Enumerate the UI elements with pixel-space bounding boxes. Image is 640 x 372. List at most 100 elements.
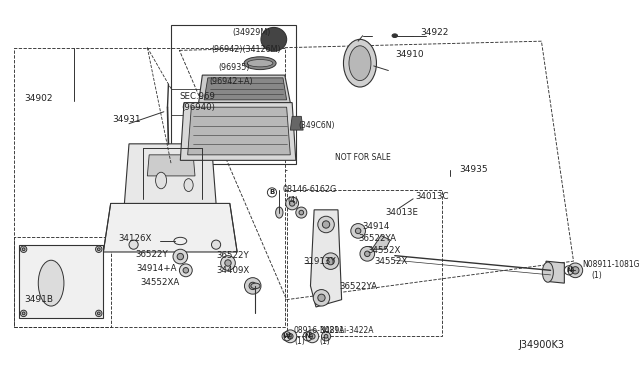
- Circle shape: [310, 334, 315, 339]
- Polygon shape: [310, 210, 342, 307]
- Circle shape: [365, 251, 370, 257]
- Circle shape: [296, 207, 307, 218]
- Circle shape: [355, 228, 361, 234]
- Text: 34902: 34902: [24, 93, 53, 103]
- Text: N: N: [305, 333, 310, 339]
- Circle shape: [568, 263, 582, 278]
- Ellipse shape: [38, 260, 64, 306]
- Circle shape: [299, 210, 303, 215]
- Text: (96942)(34126M): (96942)(34126M): [211, 45, 281, 54]
- Text: 34935: 34935: [459, 165, 488, 174]
- Circle shape: [289, 201, 295, 206]
- Circle shape: [95, 310, 102, 317]
- Text: J34900K3: J34900K3: [518, 340, 564, 350]
- Polygon shape: [103, 203, 237, 252]
- Ellipse shape: [349, 46, 371, 81]
- Circle shape: [97, 312, 100, 315]
- Ellipse shape: [344, 39, 376, 87]
- Circle shape: [324, 334, 328, 338]
- Circle shape: [321, 332, 331, 341]
- Text: (1): (1): [592, 271, 603, 280]
- Text: B: B: [269, 189, 275, 195]
- Ellipse shape: [129, 240, 138, 249]
- Text: 3491B: 3491B: [24, 295, 54, 304]
- Text: 34914: 34914: [363, 222, 390, 231]
- Polygon shape: [180, 103, 296, 160]
- Text: N0891i-3422A: N0891i-3422A: [319, 326, 374, 335]
- Text: 34931: 34931: [113, 115, 141, 124]
- Circle shape: [318, 294, 325, 301]
- Polygon shape: [291, 116, 303, 130]
- Text: (34929M): (34929M): [232, 28, 271, 36]
- Circle shape: [173, 249, 188, 264]
- Text: 36522YA: 36522YA: [358, 234, 396, 243]
- Text: 34552X: 34552X: [367, 246, 401, 255]
- Text: 08146-6162G: 08146-6162G: [283, 185, 337, 194]
- Polygon shape: [372, 235, 390, 249]
- Text: 36522YA: 36522YA: [340, 282, 378, 291]
- Text: (1): (1): [319, 337, 330, 346]
- Text: 34922: 34922: [420, 28, 449, 36]
- Polygon shape: [546, 261, 564, 283]
- Text: N08911-1081G: N08911-1081G: [582, 260, 640, 269]
- Text: 34013E: 34013E: [386, 208, 419, 217]
- Circle shape: [97, 248, 100, 251]
- Ellipse shape: [392, 34, 397, 38]
- Text: 34552XA: 34552XA: [140, 278, 179, 287]
- Text: 34409X: 34409X: [216, 266, 250, 275]
- Text: (4): (4): [287, 196, 299, 205]
- Text: 31913Y: 31913Y: [303, 257, 336, 266]
- Text: (96942+A): (96942+A): [210, 77, 253, 86]
- Text: SEC.969: SEC.969: [179, 92, 215, 101]
- Ellipse shape: [542, 262, 554, 282]
- Bar: [15, 237, 111, 327]
- Circle shape: [284, 330, 297, 343]
- Text: 36522Y: 36522Y: [216, 251, 249, 260]
- Circle shape: [95, 246, 102, 253]
- Ellipse shape: [276, 207, 283, 218]
- Circle shape: [351, 224, 365, 238]
- Circle shape: [177, 253, 184, 260]
- Circle shape: [179, 264, 192, 277]
- Circle shape: [225, 260, 231, 266]
- Ellipse shape: [247, 60, 273, 67]
- Text: (1): (1): [294, 337, 305, 346]
- Text: 34552X: 34552X: [374, 257, 408, 266]
- Text: (349C6N): (349C6N): [298, 121, 335, 130]
- Circle shape: [20, 310, 27, 317]
- Circle shape: [306, 330, 319, 343]
- Polygon shape: [124, 144, 216, 203]
- Ellipse shape: [251, 283, 260, 289]
- Text: 34013C: 34013C: [415, 192, 449, 202]
- Circle shape: [318, 216, 334, 233]
- Circle shape: [244, 278, 261, 294]
- Circle shape: [360, 247, 374, 261]
- Circle shape: [22, 248, 25, 251]
- Polygon shape: [147, 155, 195, 176]
- Text: 34126X: 34126X: [118, 234, 152, 243]
- Text: 08916-3421A: 08916-3421A: [294, 326, 346, 335]
- Text: (96935): (96935): [219, 63, 250, 72]
- Circle shape: [323, 253, 339, 269]
- Text: 34910: 34910: [395, 49, 424, 58]
- Circle shape: [20, 246, 27, 253]
- Circle shape: [572, 267, 579, 274]
- Polygon shape: [188, 107, 291, 155]
- Circle shape: [287, 334, 293, 339]
- Circle shape: [22, 312, 25, 315]
- Ellipse shape: [184, 179, 193, 192]
- Ellipse shape: [156, 172, 166, 189]
- Ellipse shape: [244, 57, 276, 70]
- Circle shape: [285, 197, 298, 210]
- Text: W: W: [283, 333, 291, 339]
- Ellipse shape: [261, 28, 287, 51]
- Polygon shape: [198, 75, 291, 103]
- Text: 34914+A: 34914+A: [136, 264, 177, 273]
- Circle shape: [323, 221, 330, 228]
- Bar: [13, 48, 285, 327]
- Text: 36522Y: 36522Y: [136, 250, 168, 259]
- Polygon shape: [204, 78, 287, 100]
- Bar: [171, 89, 202, 115]
- Circle shape: [313, 289, 330, 306]
- Text: N: N: [566, 267, 572, 273]
